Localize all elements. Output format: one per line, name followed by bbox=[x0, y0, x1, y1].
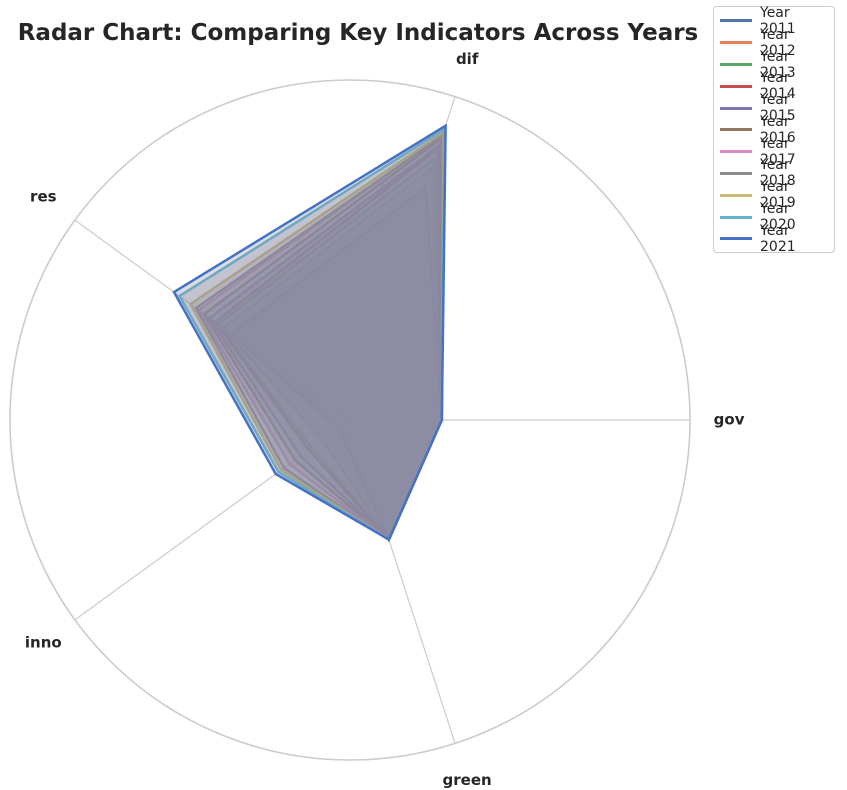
legend-label: Year 2016 bbox=[760, 113, 796, 146]
series-area bbox=[218, 158, 442, 540]
legend-label: Year 2019 bbox=[760, 179, 796, 212]
legend-item: Year 2018 bbox=[720, 157, 828, 189]
legend-label: Year 2012 bbox=[760, 26, 796, 59]
legend-label: Year 2020 bbox=[760, 201, 796, 234]
legend-label: Year 2017 bbox=[760, 135, 796, 168]
series-area bbox=[231, 187, 442, 540]
legend-swatch bbox=[720, 215, 752, 219]
legend-item: Year 2014 bbox=[720, 70, 828, 102]
chart-title: Radar Chart: Comparing Key Indicators Ac… bbox=[17, 20, 699, 46]
axis-label-dif: dif bbox=[456, 50, 479, 68]
legend-label: Year 2014 bbox=[760, 70, 796, 103]
legend-item: Year 2020 bbox=[720, 201, 828, 233]
legend-item: Year 2019 bbox=[720, 179, 828, 211]
legend: Year 2011 Year 2012 Year 2013 Year 2014 Year… bbox=[713, 5, 835, 255]
legend-swatch bbox=[720, 237, 752, 241]
series-area bbox=[223, 167, 442, 540]
legend-swatch bbox=[720, 62, 752, 66]
radar-series-layer bbox=[172, 123, 447, 543]
legend-label: Year 2015 bbox=[760, 92, 796, 125]
axis-spoke-inno bbox=[74, 419, 351, 621]
legend-label: Year 2013 bbox=[760, 48, 796, 81]
legend-item: Year 2011 bbox=[720, 5, 828, 37]
series-year-2021 bbox=[172, 123, 447, 542]
axis-label-inno: inno bbox=[25, 633, 62, 651]
series-area bbox=[198, 135, 443, 540]
axis-labels: gov dif res inno green bbox=[25, 50, 745, 789]
legend-label: Year 2018 bbox=[760, 157, 796, 190]
axis-spoke-green bbox=[349, 419, 456, 744]
legend-item: Year 2017 bbox=[720, 136, 828, 168]
series-area bbox=[196, 135, 443, 540]
series-area bbox=[179, 129, 445, 540]
series-area bbox=[204, 138, 442, 540]
legend-swatch bbox=[720, 106, 752, 110]
legend-label: Year 2021 bbox=[760, 222, 796, 255]
series-area bbox=[190, 132, 444, 540]
legend-swatch bbox=[720, 171, 752, 175]
legend-swatch bbox=[720, 41, 752, 45]
legend-item: Year 2012 bbox=[720, 27, 828, 59]
axis-label-res: res bbox=[30, 188, 57, 206]
legend-item: Year 2013 bbox=[720, 49, 828, 81]
axis-label-gov: gov bbox=[714, 411, 745, 429]
legend-swatch bbox=[720, 19, 752, 23]
axis-label-green: green bbox=[443, 771, 492, 789]
series-area bbox=[215, 148, 442, 540]
series-area bbox=[209, 145, 442, 540]
legend-swatch bbox=[720, 150, 752, 154]
legend-item: Year 2021 bbox=[720, 223, 828, 255]
legend-item: Year 2016 bbox=[720, 114, 828, 146]
legend-swatch bbox=[720, 193, 752, 197]
legend-item: Year 2015 bbox=[720, 92, 828, 124]
series-line bbox=[172, 123, 447, 542]
series-area bbox=[174, 125, 446, 540]
legend-swatch bbox=[720, 84, 752, 88]
legend-swatch bbox=[720, 128, 752, 132]
legend-label: Year 2011 bbox=[760, 4, 796, 37]
